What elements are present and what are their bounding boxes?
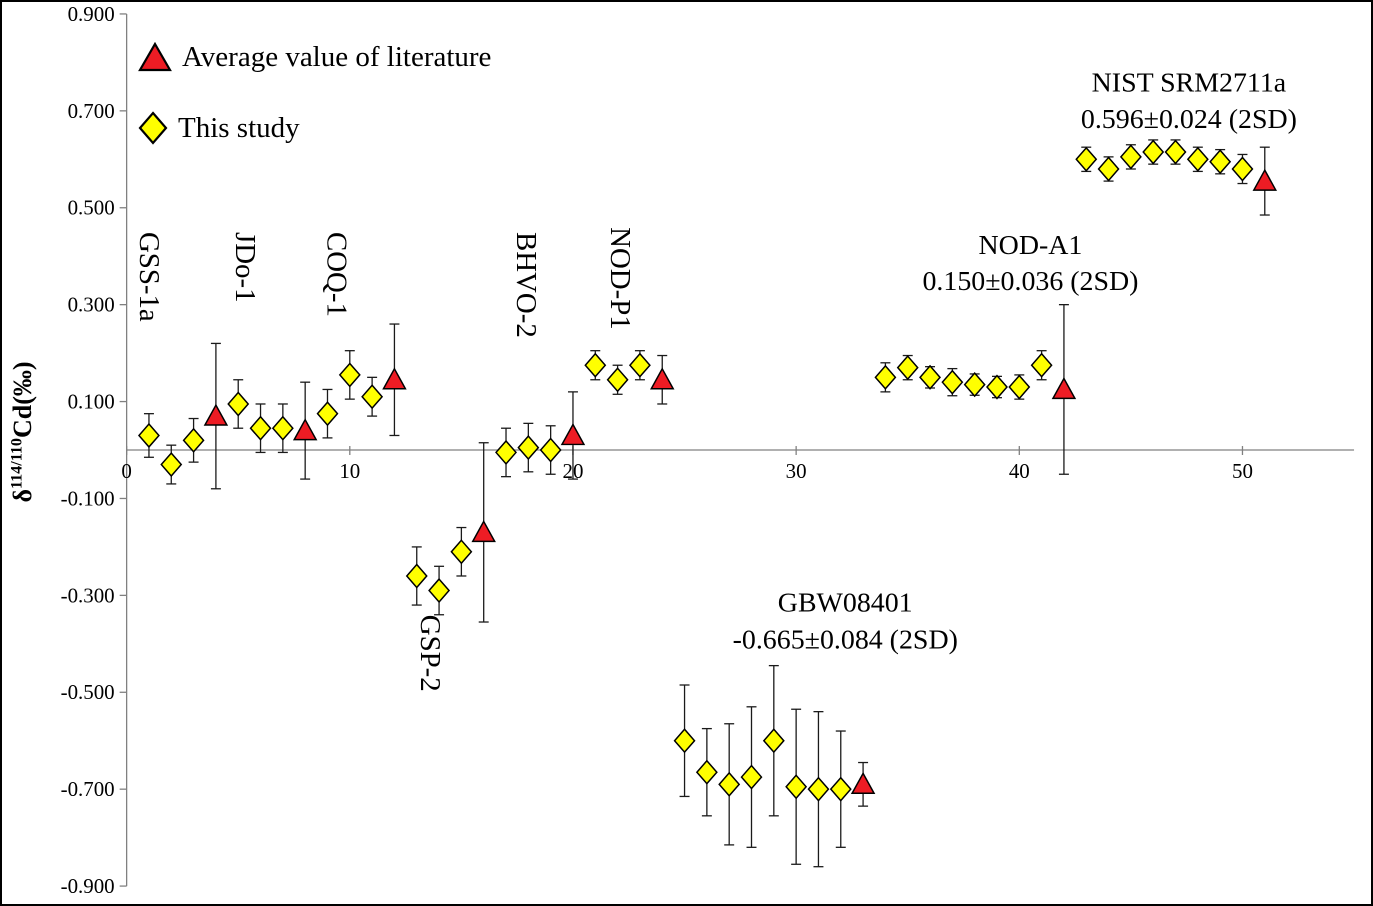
study-point (718, 771, 741, 797)
literature-point (382, 367, 407, 390)
study-point (874, 364, 897, 390)
study-point (1097, 156, 1120, 182)
study-point (1030, 352, 1053, 378)
study-point (1164, 139, 1187, 165)
study-point (1186, 146, 1209, 172)
study-point (1209, 149, 1232, 175)
study-point (539, 437, 562, 463)
group-label: BHVO-2 (510, 232, 542, 338)
literature-point (292, 418, 318, 441)
study-point (896, 355, 919, 381)
x-tick-label: 40 (1009, 459, 1030, 483)
group-label: NOD-P1 (604, 227, 636, 330)
study-point (1008, 374, 1031, 400)
study-point (1075, 146, 1098, 172)
study-point (316, 401, 339, 427)
y-tick-label: -0.500 (61, 680, 115, 704)
y-tick-label: 0.300 (68, 293, 115, 317)
study-point (249, 415, 272, 441)
y-tick-label: -0.100 (61, 486, 115, 510)
study-point (606, 367, 629, 393)
y-tick-label: -0.900 (61, 874, 115, 898)
y-tick-label: 0.900 (68, 2, 115, 26)
x-tick-label: 50 (1232, 459, 1253, 483)
study-point (271, 415, 294, 441)
literature-point (850, 771, 876, 795)
y-axis-label-delta: δ (8, 489, 37, 503)
group-label: GSS-1a (133, 232, 165, 322)
study-point (517, 435, 540, 461)
literature-point (1051, 376, 1077, 400)
group-label: JDo-1 (229, 232, 261, 303)
y-tick-label: 0.500 (68, 196, 115, 220)
study-point (428, 577, 451, 604)
annotation-title: NOD-A1 (979, 230, 1083, 261)
x-tick-label: 0 (121, 459, 131, 483)
study-point (762, 728, 785, 754)
annotation-value: -0.665±0.084 (2SD) (733, 625, 958, 656)
legend-label-study: This study (178, 111, 300, 144)
annotation-title: GBW08401 (778, 587, 913, 618)
y-axis-label: δ114/110Cd(‰) (8, 361, 38, 502)
study-point (405, 563, 428, 589)
study-point (829, 776, 852, 802)
y-tick-label: 0.100 (68, 390, 115, 414)
x-tick-label: 30 (786, 459, 807, 483)
study-point (160, 451, 183, 478)
annotation-value: 0.150±0.036 (2SD) (922, 266, 1138, 297)
literature-point (1252, 168, 1278, 191)
literature-point (203, 403, 229, 426)
study-point (227, 391, 250, 417)
red-triangle-icon (138, 42, 172, 72)
annotation-title: NIST SRM2711a (1092, 67, 1287, 98)
study-point (807, 776, 830, 802)
study-point (740, 764, 763, 790)
study-point (785, 774, 808, 800)
y-tick-label: 0.700 (68, 99, 115, 123)
study-point (361, 384, 384, 410)
study-point (338, 362, 361, 388)
study-point (919, 364, 941, 390)
study-point (495, 439, 517, 466)
study-point (963, 372, 986, 398)
study-point (137, 422, 160, 449)
legend: Average value of literature This study (138, 38, 491, 180)
literature-point (560, 422, 586, 446)
legend-label-literature: Average value of literature (182, 40, 492, 73)
literature-point (650, 367, 675, 390)
study-point (450, 539, 473, 565)
group-label: GSP-2 (414, 615, 446, 692)
study-point (1142, 139, 1165, 165)
study-point (673, 728, 696, 754)
x-tick-label: 10 (339, 459, 360, 483)
study-point (695, 759, 718, 785)
study-point (628, 352, 651, 378)
y-axis-label-suffix: Cd(‰) (8, 361, 37, 439)
annotation-value: 0.596±0.024 (2SD) (1081, 104, 1297, 135)
group-label: COQ-1 (320, 232, 352, 317)
y-axis-label-superscript: 114/110 (8, 438, 26, 490)
study-point (941, 369, 964, 395)
yellow-diamond-icon (138, 111, 168, 145)
literature-point (471, 519, 496, 543)
study-point (182, 427, 205, 453)
study-point (584, 352, 607, 378)
legend-item-literature: Average value of literature (138, 38, 491, 76)
y-tick-label: -0.300 (61, 583, 115, 607)
y-tick-label: -0.700 (61, 777, 115, 801)
legend-item-study: This study (138, 109, 491, 147)
study-point (1119, 144, 1142, 170)
study-point (1231, 156, 1254, 182)
study-point (986, 374, 1008, 400)
